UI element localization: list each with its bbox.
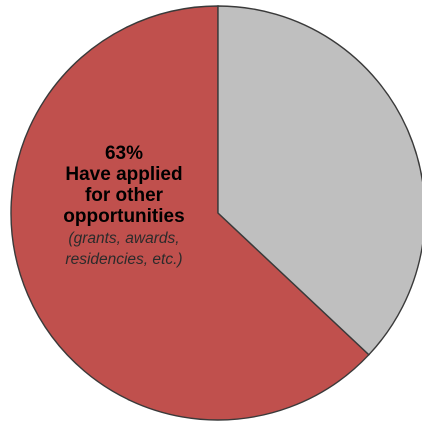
pie-slices (10, 5, 422, 421)
slice-0-label-line: opportunities (63, 206, 184, 227)
slice-0-percent-label: 63% (105, 143, 143, 164)
slice-0-label-line: for other (85, 185, 164, 206)
slice-0-sublabel-line: residencies, etc.) (65, 251, 182, 268)
pie-slice-1 (217, 5, 422, 356)
pie-slice-0 (10, 5, 370, 421)
slice-0-sublabel-line: (grants, awards, (68, 230, 179, 247)
slice-0-label-line: Have applied (65, 164, 182, 185)
